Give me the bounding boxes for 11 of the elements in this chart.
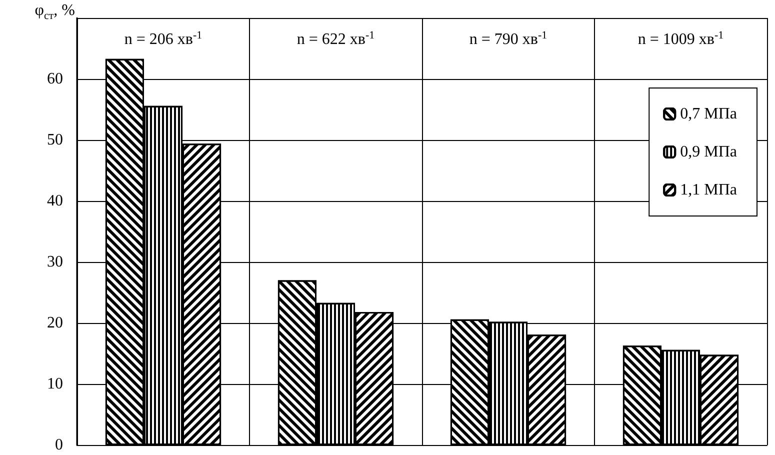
y-tick-label: 40 — [47, 192, 63, 210]
y-tick-label: 10 — [47, 376, 63, 392]
y-tick-label: 60 — [47, 70, 63, 88]
y-tick-label: 20 — [47, 314, 63, 332]
y-tick-label: 0 — [55, 436, 63, 454]
legend-label: 1,1 МПа — [680, 182, 738, 198]
y-axis-title: φ$_{ст}$, % — [34, 2, 75, 24]
y-tick-label: 30 — [47, 254, 63, 270]
y-tick-label: 50 — [47, 132, 63, 148]
legend-label: 0,9 МПа — [680, 144, 738, 160]
legend-label: 0,7 МПа — [680, 106, 738, 122]
